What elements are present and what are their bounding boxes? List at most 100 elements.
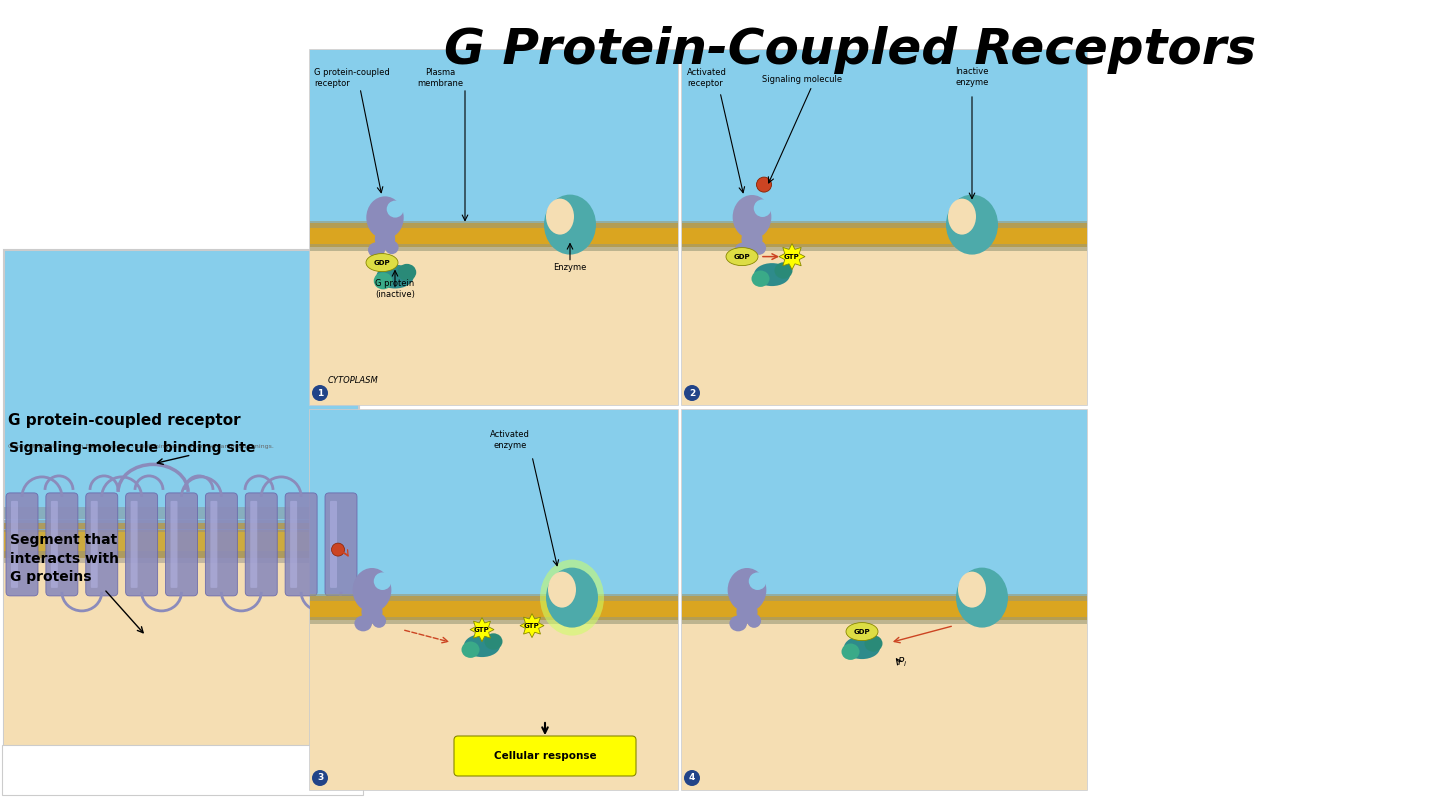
Ellipse shape (946, 194, 998, 254)
Ellipse shape (354, 615, 372, 631)
FancyBboxPatch shape (1, 745, 363, 795)
Ellipse shape (775, 262, 792, 278)
Polygon shape (469, 618, 494, 642)
FancyBboxPatch shape (683, 234, 1087, 405)
FancyBboxPatch shape (310, 243, 678, 250)
FancyBboxPatch shape (683, 617, 1087, 624)
FancyBboxPatch shape (86, 493, 118, 596)
Ellipse shape (958, 571, 986, 608)
FancyBboxPatch shape (310, 608, 678, 790)
Text: CYTOPLASM: CYTOPLASM (328, 376, 379, 385)
FancyBboxPatch shape (683, 50, 1087, 234)
Text: Activated
enzyme: Activated enzyme (490, 430, 530, 450)
Ellipse shape (736, 601, 757, 623)
Text: GDP: GDP (854, 629, 870, 634)
Text: GDP: GDP (374, 259, 390, 266)
Ellipse shape (461, 642, 480, 658)
FancyBboxPatch shape (310, 594, 678, 601)
FancyBboxPatch shape (6, 493, 37, 596)
Circle shape (684, 770, 700, 786)
FancyBboxPatch shape (310, 50, 678, 234)
Ellipse shape (727, 568, 766, 612)
FancyBboxPatch shape (683, 608, 1087, 790)
Ellipse shape (366, 196, 403, 239)
Ellipse shape (847, 622, 878, 641)
Text: 4: 4 (688, 774, 696, 782)
Text: GDP: GDP (734, 254, 750, 259)
Text: G protein
(inactive): G protein (inactive) (374, 278, 415, 298)
FancyBboxPatch shape (91, 501, 98, 588)
Polygon shape (520, 614, 544, 638)
FancyBboxPatch shape (683, 594, 1087, 601)
FancyBboxPatch shape (454, 736, 636, 776)
Text: Enzyme: Enzyme (553, 262, 586, 272)
Text: GTP: GTP (524, 622, 540, 629)
Text: Plasma
membrane: Plasma membrane (418, 68, 464, 88)
FancyBboxPatch shape (683, 243, 1087, 250)
FancyBboxPatch shape (206, 493, 238, 596)
FancyBboxPatch shape (285, 493, 317, 596)
Text: Signaling-molecule binding site: Signaling-molecule binding site (9, 441, 255, 455)
Ellipse shape (546, 198, 575, 234)
Text: Copyright 2008 Pearson Education, Inc., publishing as Pearson Benjamin Cummings.: Copyright 2008 Pearson Education, Inc., … (9, 444, 274, 449)
Text: GTP: GTP (474, 626, 490, 633)
FancyBboxPatch shape (4, 551, 359, 563)
Ellipse shape (546, 568, 598, 627)
FancyBboxPatch shape (125, 493, 157, 596)
FancyBboxPatch shape (245, 493, 278, 596)
FancyBboxPatch shape (310, 617, 678, 624)
Ellipse shape (376, 265, 413, 289)
Ellipse shape (374, 573, 392, 590)
FancyBboxPatch shape (251, 501, 258, 588)
Text: 3: 3 (317, 774, 323, 782)
Ellipse shape (464, 634, 500, 657)
Ellipse shape (397, 264, 416, 281)
Ellipse shape (864, 635, 883, 652)
FancyBboxPatch shape (683, 410, 1087, 608)
FancyBboxPatch shape (310, 222, 678, 246)
Ellipse shape (755, 263, 791, 286)
FancyBboxPatch shape (310, 410, 678, 608)
FancyBboxPatch shape (170, 501, 177, 588)
FancyBboxPatch shape (210, 501, 217, 588)
Ellipse shape (948, 198, 976, 234)
Ellipse shape (841, 643, 860, 660)
FancyBboxPatch shape (46, 493, 78, 596)
Text: G Protein-Coupled Receptors: G Protein-Coupled Receptors (444, 26, 1256, 74)
Text: Activated
receptor: Activated receptor (687, 68, 727, 88)
Ellipse shape (956, 568, 1008, 627)
Ellipse shape (361, 601, 383, 623)
Ellipse shape (730, 615, 747, 631)
FancyBboxPatch shape (4, 523, 359, 529)
Circle shape (684, 385, 700, 401)
FancyBboxPatch shape (4, 530, 359, 558)
FancyBboxPatch shape (4, 507, 359, 519)
Ellipse shape (749, 573, 766, 590)
Text: Segment that
interacts with
G proteins: Segment that interacts with G proteins (10, 533, 120, 584)
Ellipse shape (747, 614, 762, 628)
Text: Signaling molecule: Signaling molecule (762, 75, 842, 84)
Ellipse shape (549, 571, 576, 608)
Text: 1: 1 (317, 389, 323, 398)
Ellipse shape (726, 248, 757, 266)
Ellipse shape (734, 242, 752, 258)
Text: G protein-coupled receptor: G protein-coupled receptor (9, 413, 240, 428)
Text: 2: 2 (688, 389, 696, 398)
Ellipse shape (366, 254, 397, 272)
FancyBboxPatch shape (310, 595, 678, 619)
Circle shape (312, 385, 328, 401)
FancyBboxPatch shape (131, 501, 138, 588)
Ellipse shape (387, 201, 403, 218)
Text: Inactive
enzyme: Inactive enzyme (955, 67, 989, 87)
Ellipse shape (374, 272, 393, 290)
FancyBboxPatch shape (683, 222, 1087, 246)
Circle shape (312, 770, 328, 786)
Ellipse shape (544, 194, 596, 254)
Text: GTP: GTP (785, 254, 799, 259)
FancyBboxPatch shape (4, 520, 359, 532)
Ellipse shape (752, 270, 769, 287)
FancyBboxPatch shape (4, 250, 359, 745)
Ellipse shape (733, 195, 772, 239)
Ellipse shape (742, 227, 763, 250)
Ellipse shape (353, 568, 392, 612)
